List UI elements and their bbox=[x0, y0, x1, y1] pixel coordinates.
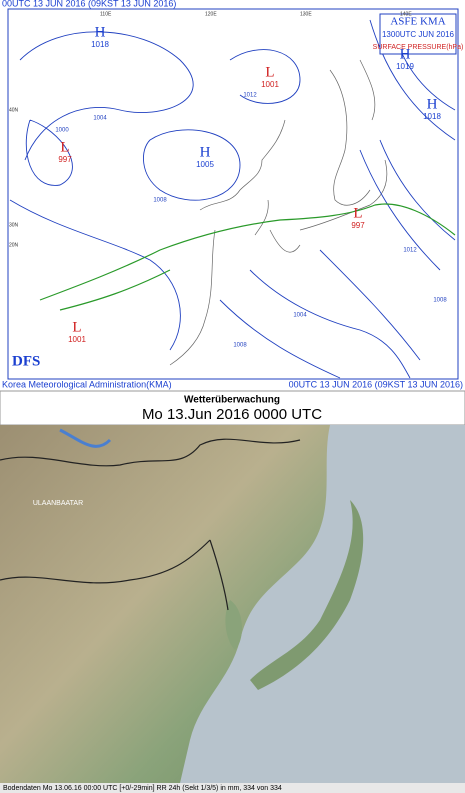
isobar-label: 1012 bbox=[243, 93, 257, 99]
legend-field: SURFACE PRESSURE(hPa) bbox=[373, 44, 464, 51]
isobar-label: 1000 bbox=[55, 128, 69, 134]
panel-subtitle: Mo 13.Jun 2016 0000 UTC bbox=[142, 406, 322, 423]
legend-title: ASFE KMA bbox=[390, 16, 445, 28]
header-left: 00UTC 13 JUN 2016 (09KST 13 JUN 2016) bbox=[2, 0, 176, 8]
lon-label: 110E bbox=[100, 11, 112, 17]
panel-title: Wetterüberwachung bbox=[184, 395, 280, 406]
lat-label: 40N bbox=[9, 107, 19, 113]
pressure-center-type: L bbox=[60, 139, 69, 155]
pressure-center-value: 1001 bbox=[68, 335, 86, 344]
logo: DFS bbox=[12, 353, 40, 369]
fronts bbox=[39, 203, 456, 311]
isobar-label: 1008 bbox=[153, 198, 167, 204]
lat-label: 30N bbox=[9, 222, 19, 228]
pressure-center-type: H bbox=[400, 46, 411, 62]
pressure-center-value: 997 bbox=[351, 221, 365, 230]
pressure-center-type: H bbox=[427, 96, 438, 112]
pressure-center-value: 997 bbox=[58, 155, 72, 164]
panel-footer: Bodendaten Mo 13.06.16 00:00 UTC [+0/-29… bbox=[3, 785, 282, 792]
footer-right: 00UTC 13 JUN 2016 (09KST 13 JUN 2016) bbox=[289, 379, 463, 389]
bottom-footer bbox=[0, 783, 465, 793]
lon-label: 140E bbox=[400, 11, 412, 17]
japan bbox=[250, 500, 364, 690]
pressure-center-type: L bbox=[353, 205, 362, 221]
isobar-label: 1004 bbox=[93, 116, 107, 122]
legend-box bbox=[379, 13, 457, 55]
legend-time: 1300UTC JUN 2016 bbox=[382, 30, 455, 39]
pressure-center-type: H bbox=[95, 24, 106, 40]
footer-left: Korea Meteorological Administration(KMA) bbox=[2, 379, 172, 389]
pressure-center-value: 1001 bbox=[261, 80, 279, 89]
lon-label: 130E bbox=[300, 11, 312, 17]
pressure-center-value: 1005 bbox=[196, 160, 214, 169]
isobar-label: 1008 bbox=[433, 298, 447, 304]
pressure-center-value: 1018 bbox=[91, 40, 109, 49]
korea bbox=[225, 600, 242, 650]
coastlines bbox=[169, 59, 388, 366]
lake bbox=[59, 428, 112, 448]
pressure-center-value: 1019 bbox=[396, 62, 414, 71]
land bbox=[0, 425, 330, 783]
pressure-center-value: 1018 bbox=[423, 112, 441, 121]
place-label: ULAANBAATAR bbox=[33, 500, 83, 507]
map-frame bbox=[7, 8, 459, 380]
isobar-label: 1004 bbox=[293, 313, 307, 319]
isobar-label: 1012 bbox=[403, 248, 417, 254]
isobar-label: 1008 bbox=[233, 343, 247, 349]
pressure-center-type: L bbox=[265, 64, 274, 80]
pressure-center-type: L bbox=[72, 319, 81, 335]
lat-label: 20N bbox=[9, 242, 19, 248]
lon-label: 120E bbox=[205, 11, 217, 17]
pressure-center-type: H bbox=[200, 144, 211, 160]
